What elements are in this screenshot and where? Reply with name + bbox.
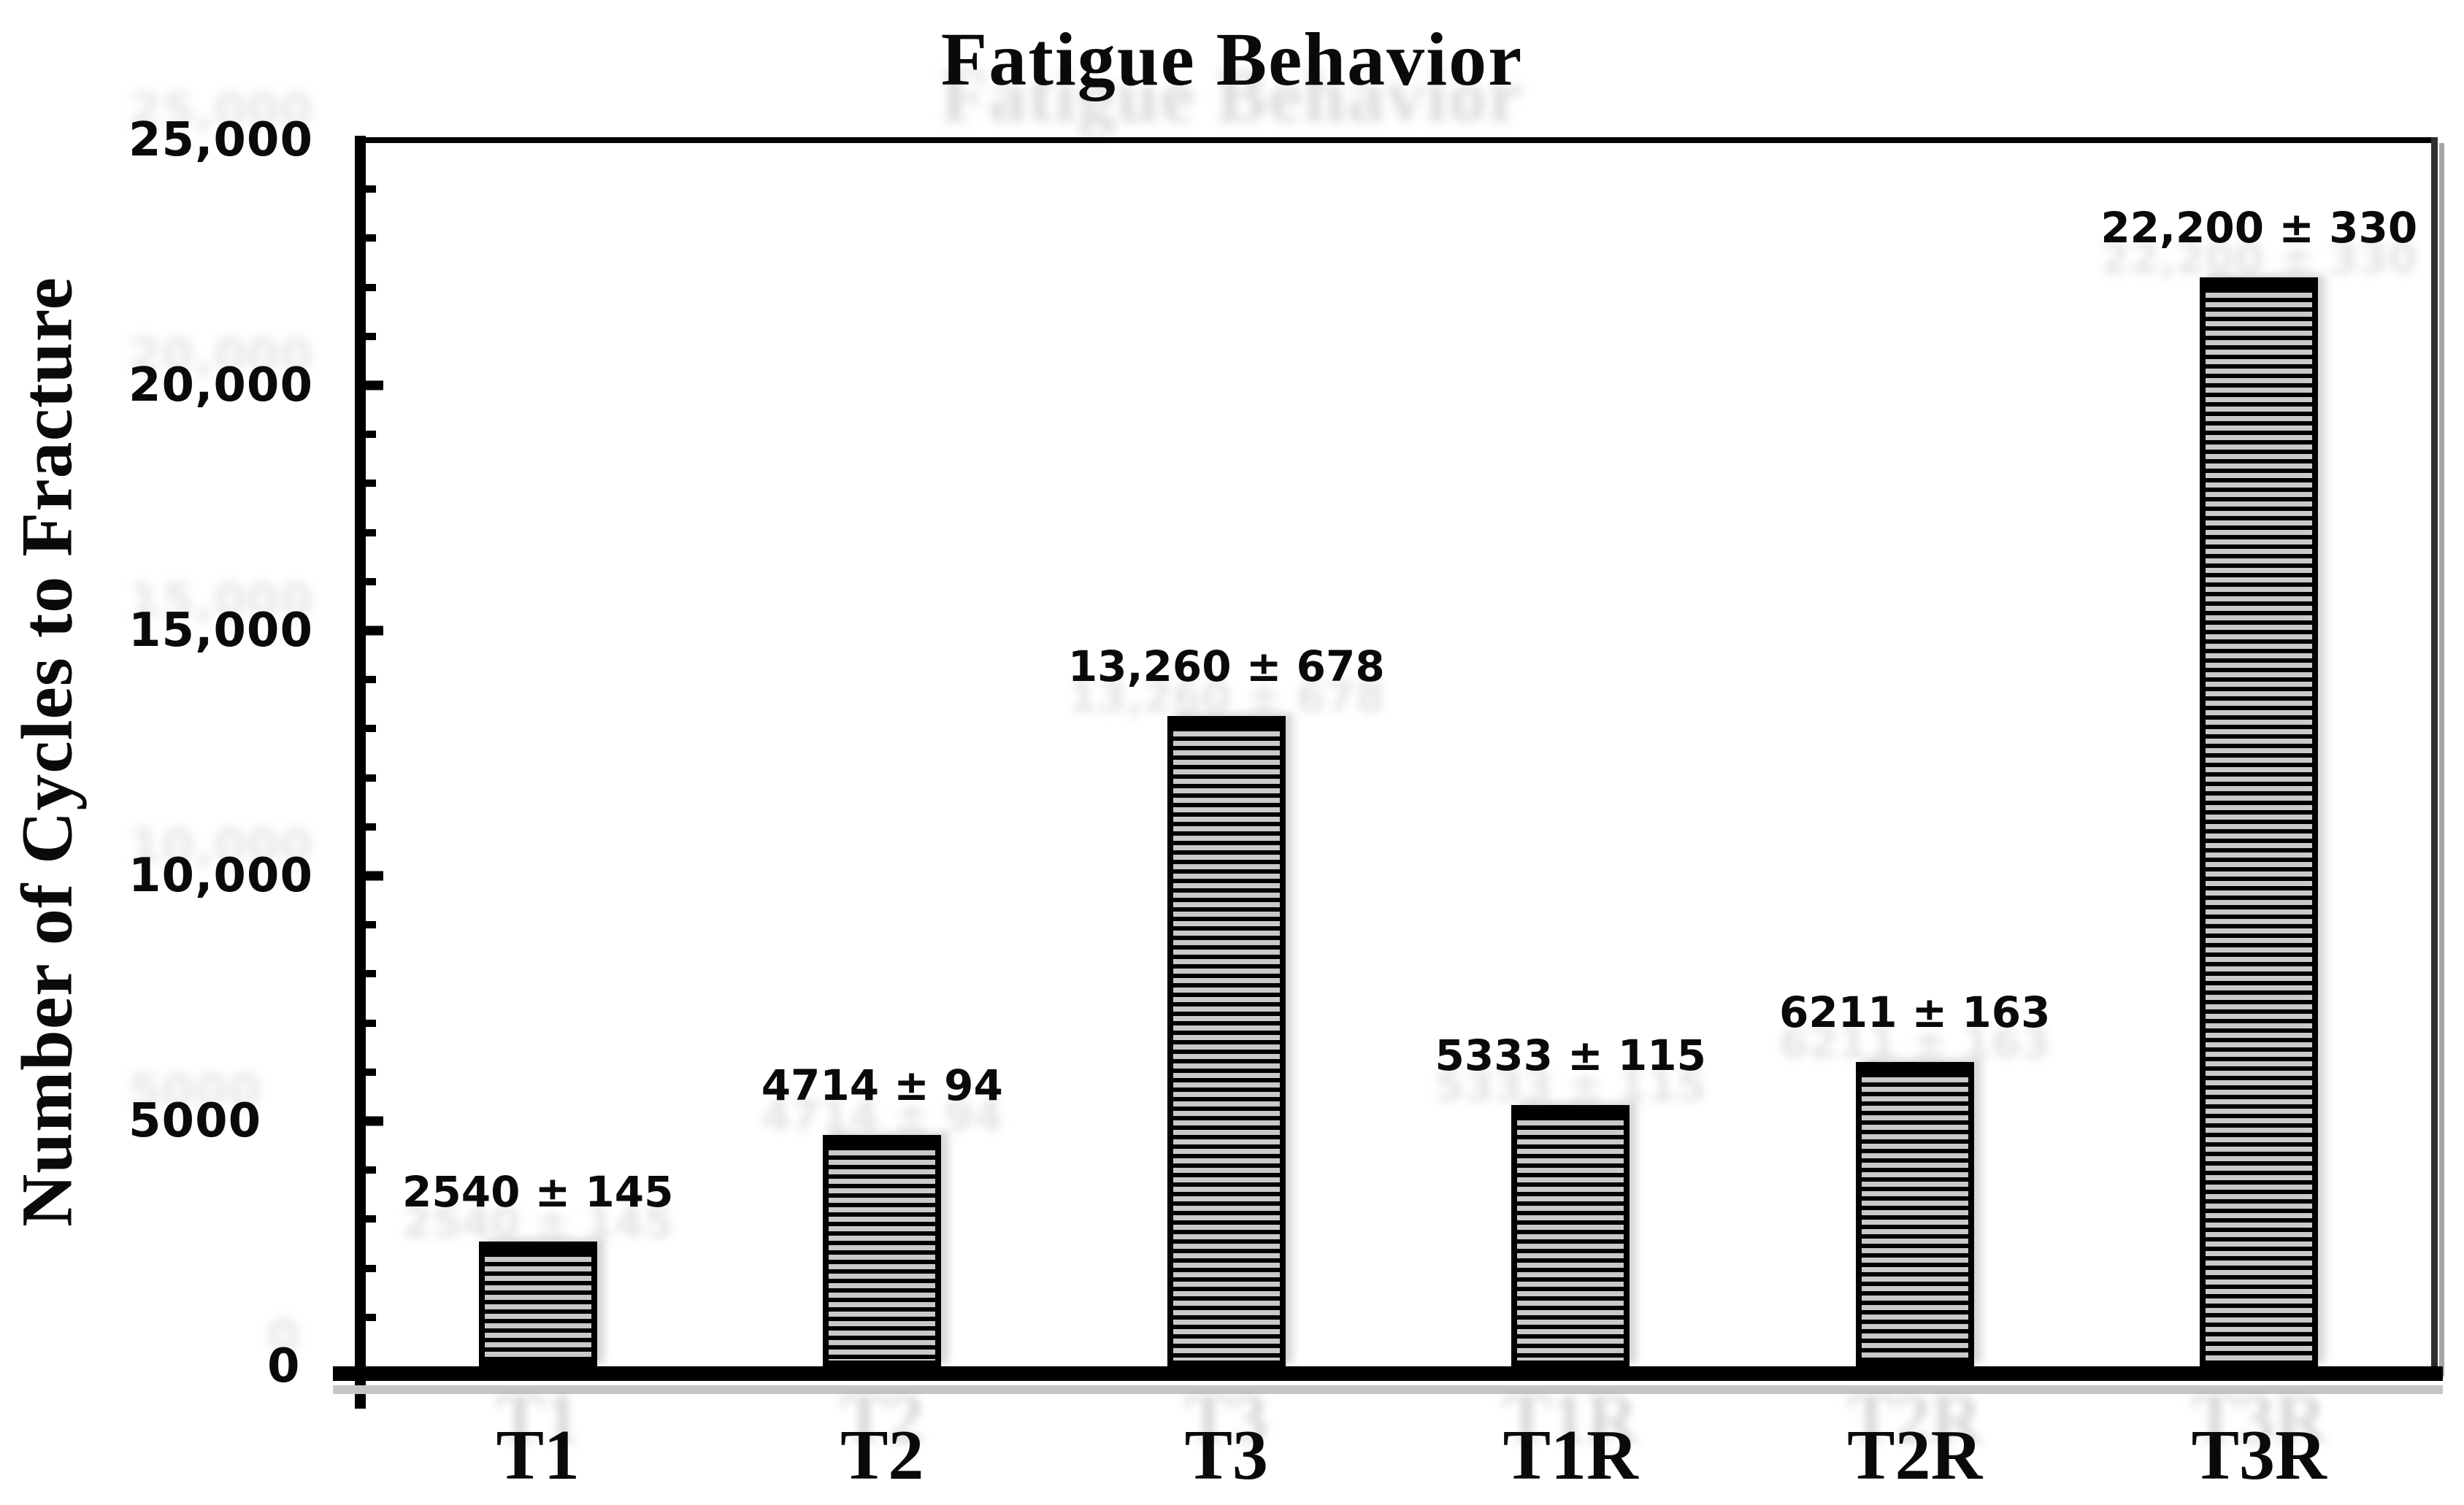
- y-major-tick: [366, 1116, 383, 1126]
- bar-value-label-T3: 13,260 ± 678: [1067, 641, 1385, 691]
- y-minor-tick: [366, 234, 376, 242]
- x-tick-label-T3R: T3R: [2191, 1416, 2327, 1495]
- bar-value-label-T2R: 6211 ± 163: [1779, 987, 2051, 1037]
- y-minor-tick: [366, 970, 376, 978]
- y-minor-tick: [366, 1019, 376, 1027]
- chart-title: Fatigue Behavior: [940, 18, 1524, 101]
- bar-T2: [823, 1135, 942, 1366]
- y-tick-label: 10,000: [128, 849, 313, 903]
- y-major-tick: [366, 626, 383, 636]
- y-minor-tick: [366, 185, 376, 193]
- y-tick-label: 5000: [128, 1094, 262, 1148]
- x-tick-label-T2: T2: [840, 1416, 924, 1495]
- x-axis-line: [333, 1366, 2443, 1381]
- y-tick-label: 25,000: [128, 113, 313, 167]
- x-tick-labels: T1 T2 T3 T1R T2R T3R: [366, 1414, 2431, 1505]
- bar-T1R: [1511, 1104, 1630, 1366]
- y-axis-line: [355, 136, 366, 1409]
- y-minor-tick: [366, 577, 376, 585]
- y-minor-tick: [366, 332, 376, 340]
- bar-T2R: [1855, 1061, 1974, 1366]
- bar-T3: [1167, 715, 1286, 1366]
- x-tick-label-T1: T1: [496, 1416, 580, 1495]
- y-minor-tick: [366, 725, 376, 733]
- y-major-tick: [366, 871, 383, 881]
- y-minor-tick: [366, 676, 376, 684]
- bar-T3R: [2200, 277, 2319, 1366]
- x-axis-shadow: [333, 1385, 2443, 1394]
- plot-right-border-shadow: [2439, 143, 2444, 1377]
- plot-top-border: [355, 137, 2437, 143]
- bar-value-label-T3R: 22,200 ± 330: [2100, 203, 2418, 253]
- y-minor-tick: [366, 823, 376, 831]
- y-minor-tick: [366, 283, 376, 291]
- y-major-tick: [366, 380, 383, 390]
- y-tick-label: 20,000: [128, 358, 313, 412]
- plot-area: 2540 ± 145 4714 ± 94 13,260 ± 678 5333 ± 11…: [366, 140, 2431, 1366]
- y-minor-tick: [366, 480, 376, 488]
- y-minor-tick: [366, 1264, 376, 1272]
- y-minor-tick: [366, 921, 376, 929]
- y-tick-label: 0: [267, 1339, 301, 1393]
- y-minor-tick: [366, 528, 376, 536]
- bar-value-label-T2: 4714 ± 94: [761, 1061, 1003, 1111]
- y-minor-tick: [366, 1215, 376, 1223]
- plot-right-border: [2431, 137, 2438, 1374]
- y-tick-labels: 25,000 20,000 15,000 10,000 5000 0: [0, 113, 366, 1393]
- y-tick-label: 15,000: [128, 604, 313, 658]
- x-tick-label-T3: T3: [1184, 1416, 1268, 1495]
- bar-value-label-T1R: 5333 ± 115: [1435, 1030, 1706, 1080]
- y-minor-tick: [366, 431, 376, 439]
- y-minor-tick: [366, 1166, 376, 1174]
- bar-value-label-T1: 2540 ± 145: [402, 1167, 674, 1217]
- bar-T1: [478, 1242, 597, 1366]
- y-minor-tick: [366, 774, 376, 782]
- x-tick-label-T2R: T2R: [1847, 1416, 1983, 1495]
- y-minor-tick: [366, 1313, 376, 1321]
- y-minor-tick: [366, 1068, 376, 1076]
- x-tick-label-T1R: T1R: [1502, 1416, 1638, 1495]
